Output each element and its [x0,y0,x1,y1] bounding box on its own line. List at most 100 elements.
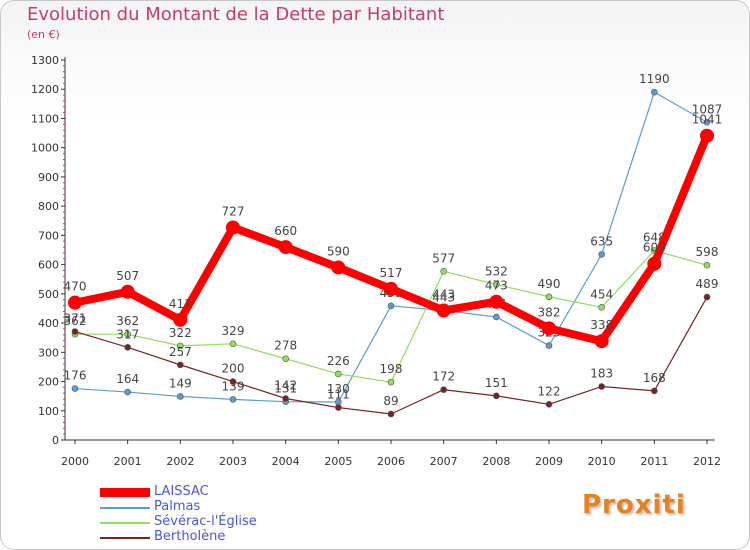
series-0-point [173,312,188,327]
y-tick-label: 1300 [31,54,59,67]
x-tick-label: 2003 [219,455,247,468]
x-tick-label: 2009 [535,455,563,468]
series-3-data-label: 168 [643,371,666,385]
series-0-data-label: 473 [485,279,508,293]
y-tick-label: 1200 [31,83,59,96]
series-2-point [229,340,237,348]
x-tick-label: 2001 [114,455,142,468]
series-1-data-label: 130 [327,382,350,396]
series-3-data-label: 111 [327,388,350,402]
series-3-point [598,383,605,390]
x-tick-label: 2000 [61,455,89,468]
proxiti-logo: Proxiti [582,490,686,520]
series-2-point [703,261,711,269]
y-tick-label: 300 [38,346,59,359]
series-0-point [594,334,609,349]
legend-swatch-palmas [100,507,150,509]
series-0-point [700,128,714,143]
series-3-point [387,410,395,418]
series-1-point [71,385,79,392]
series-3-data-label: 122 [538,384,561,398]
series-3-data-label: 371 [64,312,87,326]
series-0-point [278,240,293,255]
series-0-data-label: 660 [274,224,297,238]
series-3-point [124,344,131,351]
series-3-point [703,293,711,301]
y-tick-label: 1000 [31,142,59,155]
series-3-data-label: 89 [383,394,398,408]
series-0-point [68,295,82,310]
legend-item-laissac: LAISSAC [100,484,350,500]
x-tick-label: 2005 [324,455,352,468]
x-tick-label: 2010 [588,455,616,468]
series-1-point [545,342,553,349]
series-2-point [545,293,553,301]
series-3-point [493,392,500,400]
series-2-data-label: 577 [432,251,455,265]
legend-label-palmas: Palmas [154,499,201,514]
y-tick-label: 200 [38,376,59,389]
series-3-point [229,378,237,385]
series-2-data-label: 362 [116,314,139,328]
series-0-point [542,321,556,336]
series-3-data-label: 317 [116,327,139,341]
series-2-point [440,268,447,275]
series-3-point [71,328,79,335]
series-3-data-label: 172 [432,370,455,384]
series-2-data-label: 532 [485,264,508,278]
legend-label-laissac: LAISSAC [154,484,209,499]
series-2-data-label: 226 [327,354,350,368]
legend-swatch-bertholene [100,537,150,539]
x-tick-label: 2011 [640,455,668,468]
x-tick-label: 2002 [166,455,194,468]
chart-subtitle: (en €) [27,28,60,41]
series-2-data-label: 598 [696,245,719,259]
series-0-data-label: 443 [432,288,455,302]
legend-swatch-severac [100,522,150,524]
y-tick-label: 900 [38,171,59,184]
legend-item-severac: Sévérac-l'Église [100,514,350,530]
series-1-data-label: 176 [64,369,87,383]
series-1-point [493,313,500,321]
series-3-data-label: 183 [590,367,613,381]
chart-title: Evolution du Montant de la Dette par Hab… [27,4,445,25]
series-3-point [651,387,658,395]
y-tick-label: 0 [52,434,59,447]
series-3-point [282,395,289,402]
legend-item-palmas: Palmas [100,499,350,515]
series-0-data-label: 507 [116,269,139,283]
series-0-data-label: 411 [169,297,192,311]
series-2-data-label: 329 [222,324,245,338]
series-0-group: 470 507 411 727 660 590 517 443 473 382 338 603 1041 [64,113,723,349]
series-0-data-label: 382 [538,305,561,319]
legend: LAISSAC Palmas Sévérac-l'Église Bertholè… [100,484,350,545]
series-0-data-label: 1041 [692,113,723,127]
series-2-data-label: 490 [538,277,561,291]
series-1-point [387,302,395,310]
y-tick-label: 400 [38,317,59,330]
series-2-point [335,370,342,378]
series-0-data-label: 470 [64,280,87,294]
series-1-point [598,251,605,258]
y-tick-label: 100 [38,405,59,418]
legend-item-bertholene: Bertholène [100,529,350,545]
series-0-data-label: 338 [590,318,613,332]
series-1-point [124,388,131,396]
legend-swatch-laissac [100,488,150,497]
x-tick-label: 2008 [482,455,510,468]
series-1-data-label: 1087 [692,102,723,116]
series-0-data-label: 603 [643,241,666,255]
series-2-point [598,303,605,311]
series-3-data-label: 142 [274,378,297,392]
series-1-data-label: 149 [169,376,192,390]
series-2-point [387,378,395,386]
series-3-point [440,386,447,394]
series-2-point [493,281,500,288]
series-2-data-label: 278 [274,339,297,353]
y-tick-label: 600 [38,259,59,272]
series-1-data-label: 1190 [639,72,670,86]
y-tick-label: 500 [38,288,59,301]
series-3-group: 371 317 257 200 142 111 89 172 151 122 183 168 489 [64,277,718,418]
